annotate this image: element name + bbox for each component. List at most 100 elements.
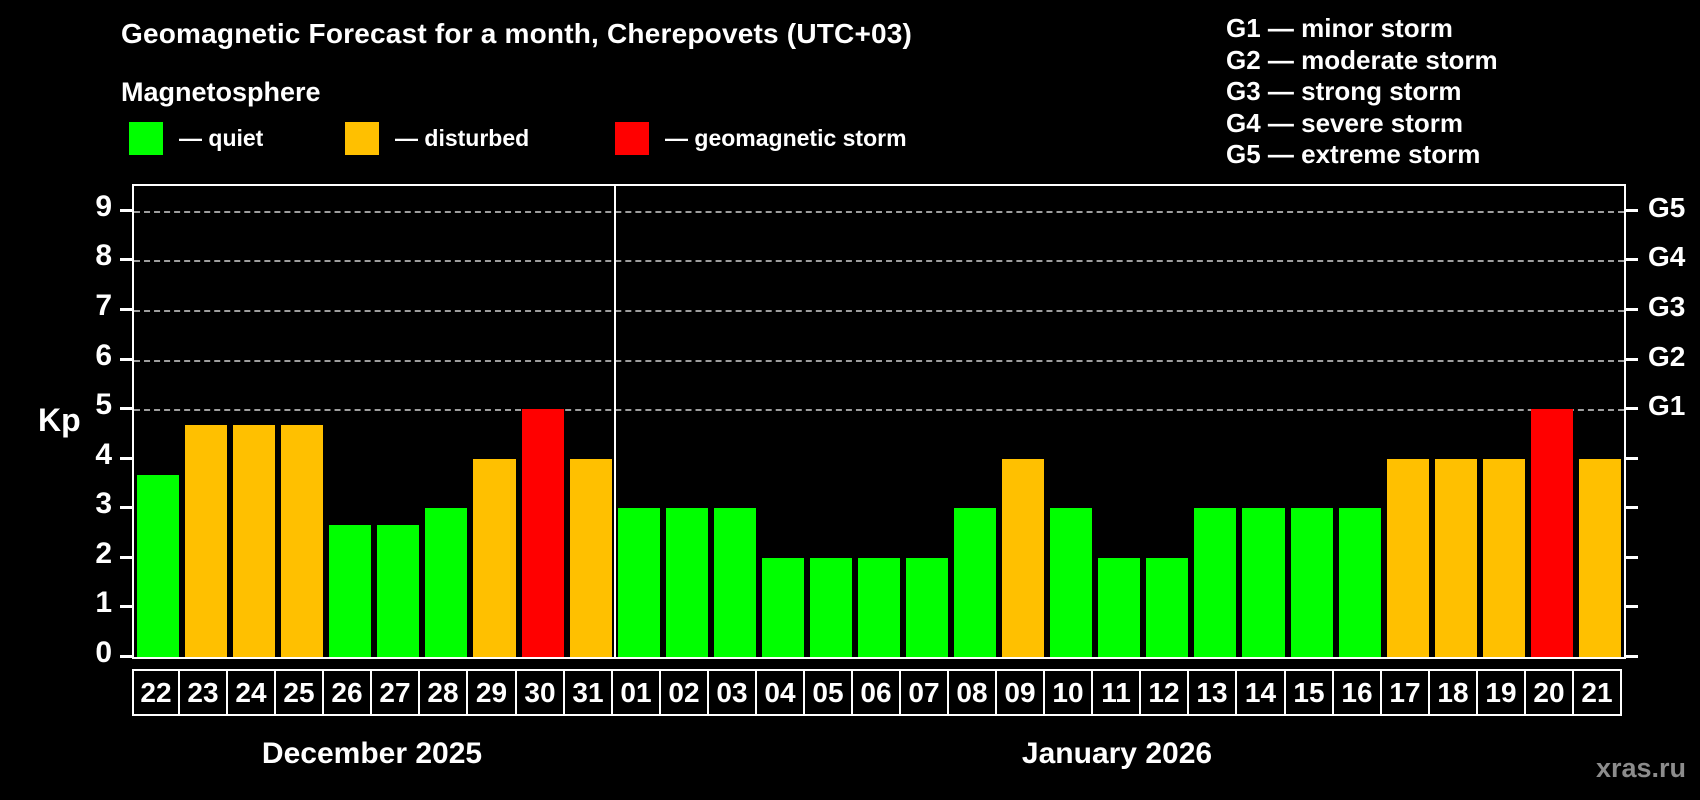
kp-bar-january-08 (954, 508, 996, 657)
date-label-22: 22 (132, 669, 180, 716)
kp-bar-january-10 (1050, 508, 1092, 657)
date-label-17: 17 (1380, 669, 1430, 716)
kp-bar-december-26 (329, 525, 371, 657)
y-tick-label-4: 4 (95, 438, 112, 471)
date-label-11: 11 (1091, 669, 1141, 716)
kp-bar-january-14 (1242, 508, 1285, 657)
kp-bar-january-05 (810, 558, 852, 657)
kp-bar-january-20 (1531, 409, 1573, 657)
date-label-30: 30 (515, 669, 565, 716)
y-tick-left-5 (120, 407, 132, 410)
date-label-15: 15 (1284, 669, 1334, 716)
date-label-21: 21 (1572, 669, 1622, 716)
y-tick-left-4 (120, 457, 132, 460)
date-label-23: 23 (178, 669, 228, 716)
kp-bar-january-09 (1002, 459, 1044, 657)
date-label-04: 04 (755, 669, 805, 716)
date-label-20: 20 (1524, 669, 1574, 716)
date-label-26: 26 (322, 669, 372, 716)
y-tick-left-3 (120, 506, 132, 509)
kp-bar-january-02 (666, 508, 708, 657)
gridline-kp-5 (134, 409, 1624, 411)
y-tick-label-0: 0 (95, 636, 112, 669)
date-label-03: 03 (707, 669, 757, 716)
date-label-07: 07 (899, 669, 949, 716)
y-tick-right-4 (1626, 457, 1638, 460)
g1-legend-line: G1 — minor storm (1226, 13, 1453, 43)
legend-label-disturbed: — disturbed (395, 124, 530, 151)
y-tick-label-5: 5 (95, 388, 112, 421)
gridline-kp-7 (134, 310, 1624, 312)
y-tick-right-1 (1626, 605, 1638, 608)
disturbed-color-swatch (345, 121, 379, 155)
date-label-25: 25 (274, 669, 324, 716)
y-tick-left-2 (120, 556, 132, 559)
date-label-05: 05 (803, 669, 853, 716)
y-tick-label-1: 1 (95, 586, 112, 619)
date-label-18: 18 (1428, 669, 1478, 716)
y-tick-label-8: 8 (95, 239, 112, 272)
kp-bar-december-28 (425, 508, 467, 657)
date-label-27: 27 (370, 669, 420, 716)
kp-bar-december-31 (570, 459, 612, 657)
kp-bar-january-04 (762, 558, 804, 657)
y-tick-label-2: 2 (95, 537, 112, 570)
y-axis-label: Kp (38, 402, 81, 438)
kp-bar-december-25 (281, 425, 323, 657)
status-legend: — quiet — disturbed — geomagnetic storm (0, 120, 1000, 156)
g-level-label-g1: G1 (1648, 390, 1686, 421)
g2-legend-line: G2 — moderate storm (1226, 44, 1498, 75)
gridline-kp-9 (134, 211, 1624, 213)
kp-bar-december-22 (137, 475, 179, 657)
kp-bar-january-18 (1435, 459, 1477, 657)
y-tick-label-9: 9 (95, 190, 112, 223)
date-label-06: 06 (851, 669, 901, 716)
date-label-12: 12 (1139, 669, 1189, 716)
y-tick-label-7: 7 (95, 289, 112, 322)
y-tick-right-9 (1626, 209, 1638, 212)
kp-bar-january-16 (1339, 508, 1381, 657)
date-label-24: 24 (226, 669, 276, 716)
storm-color-swatch (615, 121, 649, 155)
y-tick-right-7 (1626, 308, 1638, 311)
kp-bar-january-19 (1483, 459, 1525, 657)
kp-bar-december-29 (473, 459, 516, 657)
y-tick-right-6 (1626, 358, 1638, 361)
month-divider-line (614, 186, 616, 657)
y-tick-right-8 (1626, 258, 1638, 261)
kp-bar-january-07 (906, 558, 948, 657)
date-label-14: 14 (1235, 669, 1286, 716)
kp-bar-december-23 (185, 425, 227, 657)
kp-bar-january-15 (1291, 508, 1333, 657)
month-label-december: December 2025 (261, 737, 483, 770)
date-label-02: 02 (659, 669, 709, 716)
magnetosphere-label: Magnetosphere (121, 77, 321, 107)
g-level-label-g3: G3 (1648, 291, 1686, 322)
kp-bar-january-17 (1387, 459, 1429, 657)
date-label-16: 16 (1332, 669, 1382, 716)
legend-item-storm: — geomagnetic storm (615, 120, 907, 156)
g-level-label-g2: G2 (1648, 341, 1686, 372)
g4-legend-line: G4 — severe storm (1226, 107, 1464, 138)
g-level-label-g5: G5 (1648, 192, 1686, 223)
y-tick-right-5 (1626, 407, 1638, 410)
page-title: Geomagnetic Forecast for a month, Cherep… (121, 18, 913, 49)
kp-bar-january-21 (1579, 459, 1621, 657)
g3-legend-line: G3 — strong storm (1226, 76, 1462, 107)
date-label-13: 13 (1187, 669, 1237, 716)
y-tick-label-3: 3 (95, 487, 112, 520)
kp-bar-january-03 (714, 508, 756, 657)
gridline-kp-8 (134, 260, 1624, 262)
y-tick-right-0 (1626, 655, 1638, 658)
date-label-29: 29 (466, 669, 517, 716)
date-label-10: 10 (1043, 669, 1093, 716)
legend-item-disturbed: — disturbed (345, 120, 529, 156)
kp-bar-january-13 (1194, 508, 1236, 657)
quiet-color-swatch (129, 121, 163, 155)
date-label-19: 19 (1476, 669, 1526, 716)
g-level-label-g4: G4 (1648, 241, 1686, 272)
gridline-kp-6 (134, 360, 1624, 362)
y-tick-left-0 (120, 655, 132, 658)
watermark: xras.ru (1595, 753, 1686, 783)
